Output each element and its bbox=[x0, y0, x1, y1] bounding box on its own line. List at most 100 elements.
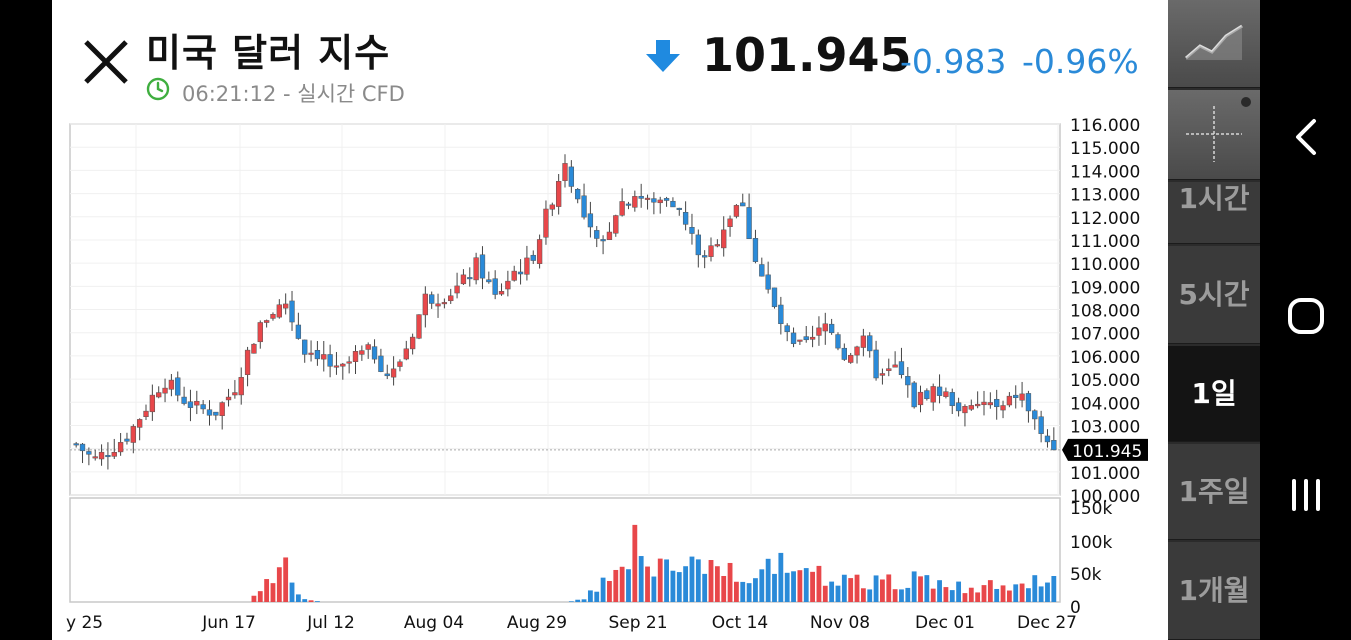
system-nav-bar bbox=[1260, 0, 1351, 640]
x-tick-label: Aug 04 bbox=[404, 613, 464, 633]
candle-body bbox=[848, 354, 854, 363]
candle-body bbox=[105, 455, 111, 458]
candle-body bbox=[727, 218, 733, 227]
candle-body bbox=[86, 451, 92, 455]
y-tick-label: 103.000 bbox=[1070, 417, 1140, 437]
candle-body bbox=[302, 339, 308, 355]
candle-body bbox=[663, 198, 670, 201]
candle-body bbox=[981, 401, 987, 406]
candle-body bbox=[587, 213, 594, 228]
chart-type-button[interactable] bbox=[1168, 0, 1260, 88]
recents-icon[interactable] bbox=[1282, 471, 1330, 519]
volume-bar bbox=[1000, 585, 1006, 602]
y-tick-label: 110.000 bbox=[1070, 255, 1140, 275]
price-chart[interactable]: 116.000 115.000 114.000 113.000 112.000 111.0… bbox=[52, 118, 1168, 640]
candle-body bbox=[219, 402, 225, 416]
volume-bar bbox=[575, 599, 581, 602]
candle-body bbox=[530, 254, 536, 261]
volume-bar bbox=[867, 589, 873, 602]
volume-bar bbox=[733, 581, 739, 602]
current-price-label: 101.945 bbox=[1072, 442, 1142, 462]
volume-bar bbox=[899, 589, 904, 602]
x-tick-label: Dec 01 bbox=[915, 613, 975, 633]
candle-body bbox=[422, 293, 428, 316]
close-icon[interactable] bbox=[82, 38, 130, 86]
line-chart-icon bbox=[1185, 24, 1243, 60]
candle-body bbox=[740, 202, 746, 207]
candle-body bbox=[238, 377, 244, 396]
candle-body bbox=[536, 239, 543, 264]
candle-body bbox=[987, 402, 994, 406]
volume-bar bbox=[873, 575, 879, 602]
candle-body bbox=[828, 323, 835, 334]
timeframe-3[interactable]: 1주일 bbox=[1168, 444, 1260, 540]
candle-body bbox=[181, 396, 187, 404]
candle-body bbox=[594, 230, 600, 239]
candle-body bbox=[689, 227, 695, 234]
chart-toolbar: 1시간 5시간 1일 1주일 1개월 bbox=[1168, 0, 1260, 640]
candle-body bbox=[340, 363, 346, 367]
candle-body bbox=[73, 443, 79, 446]
candle-body bbox=[974, 403, 981, 407]
candle-body bbox=[1032, 410, 1038, 420]
volume-bar bbox=[1032, 575, 1038, 602]
candle-body bbox=[359, 350, 365, 355]
candle-body bbox=[460, 274, 467, 285]
candle-body bbox=[721, 229, 727, 249]
x-tick-label: Aug 29 bbox=[507, 613, 567, 633]
candle-body bbox=[803, 336, 809, 341]
candle-body bbox=[390, 368, 397, 378]
volume-bar bbox=[765, 558, 771, 602]
volume-bar bbox=[975, 592, 981, 602]
volume-bar bbox=[708, 560, 714, 602]
candle-body bbox=[79, 443, 86, 452]
candle-body bbox=[314, 349, 321, 360]
candle-body bbox=[98, 451, 105, 460]
candle-body bbox=[498, 291, 505, 295]
timeframe-0[interactable]: 1시간 bbox=[1168, 182, 1260, 244]
candle-body bbox=[733, 205, 740, 217]
candle-body bbox=[517, 271, 524, 275]
volume-bar bbox=[784, 572, 790, 602]
candle-body bbox=[429, 294, 435, 304]
y-tick-label: 101.000 bbox=[1070, 464, 1140, 484]
candle-body bbox=[886, 368, 892, 371]
candle-body bbox=[143, 410, 149, 417]
candle-body bbox=[911, 382, 917, 408]
home-icon[interactable] bbox=[1282, 292, 1330, 340]
volume-bar bbox=[251, 595, 257, 602]
volume-bar bbox=[626, 569, 631, 602]
back-icon[interactable] bbox=[1282, 113, 1330, 161]
volume-bar bbox=[816, 565, 822, 602]
candle-body bbox=[295, 324, 302, 339]
volume-bar bbox=[1006, 590, 1012, 602]
candle-body bbox=[746, 207, 752, 240]
candle-body bbox=[892, 364, 898, 368]
volume-bar bbox=[924, 575, 930, 602]
volume-tick-label: 50k bbox=[1070, 565, 1102, 585]
candle-body bbox=[568, 166, 575, 187]
volume-bar bbox=[714, 566, 720, 602]
crosshair-button[interactable] bbox=[1168, 90, 1260, 180]
timeframe-2[interactable]: 1일 bbox=[1168, 346, 1260, 442]
candle-body bbox=[168, 379, 175, 390]
candle-body bbox=[1013, 394, 1019, 398]
y-tick-label: 111.000 bbox=[1070, 232, 1140, 252]
volume-bar bbox=[695, 559, 701, 602]
timeframe-1[interactable]: 5시간 bbox=[1168, 246, 1260, 344]
volume-bar bbox=[987, 580, 993, 602]
volume-bar bbox=[670, 570, 676, 602]
candle-body bbox=[816, 327, 822, 336]
volume-bar bbox=[664, 559, 669, 602]
candle-body bbox=[606, 231, 613, 240]
candle-body bbox=[860, 335, 867, 348]
candle-body bbox=[790, 332, 797, 344]
candle-body bbox=[1006, 395, 1013, 406]
candle-body bbox=[213, 411, 219, 416]
candle-body bbox=[276, 304, 282, 318]
candle-body bbox=[949, 392, 955, 407]
volume-bar bbox=[854, 574, 860, 602]
candle-body bbox=[936, 386, 943, 396]
candle-body bbox=[600, 239, 606, 242]
timeframe-4[interactable]: 1개월 bbox=[1168, 542, 1260, 640]
